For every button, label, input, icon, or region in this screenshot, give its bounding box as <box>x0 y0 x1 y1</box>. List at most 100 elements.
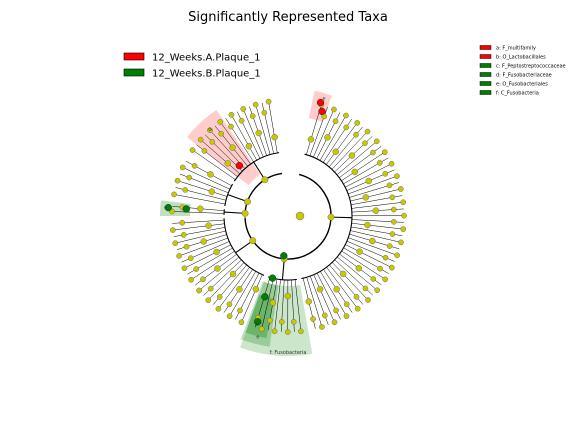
leaf-node <box>228 111 235 118</box>
phylum-left-upper-arc <box>224 183 234 207</box>
leaf-node <box>226 301 233 308</box>
leaf-node <box>278 319 285 325</box>
leaf-node <box>386 182 393 189</box>
inner-node <box>316 286 324 293</box>
phylum-left-upper-spoke <box>227 194 248 203</box>
clade-label: d <box>254 321 259 328</box>
clade-label: a <box>322 95 327 102</box>
leaf-node <box>174 177 181 184</box>
leaf-branch <box>177 180 228 197</box>
leaf-branch <box>336 141 377 175</box>
leaf-node <box>389 264 395 271</box>
leaf-node <box>332 118 339 125</box>
leaf-node <box>181 265 188 272</box>
leaf-node <box>333 307 339 314</box>
inner-node <box>269 299 277 306</box>
biomarker-node-c <box>182 205 190 213</box>
leaf-branch <box>313 274 335 323</box>
biomarker-node-d <box>261 293 269 301</box>
leaf-node <box>388 160 395 167</box>
biomarker-node-f <box>280 252 288 260</box>
biomarker-swatch-d <box>479 72 492 77</box>
inner-node <box>355 265 363 272</box>
leaf-branch <box>184 244 231 269</box>
leaf-branch <box>350 230 402 243</box>
inner-node <box>351 168 358 176</box>
leaf-node <box>188 276 194 283</box>
leaf-branch <box>294 279 302 332</box>
leaf-branch <box>261 278 274 330</box>
leaf-node <box>183 243 190 250</box>
phylum-node <box>241 209 249 217</box>
biomarker-node-b <box>235 161 244 170</box>
leaf-node <box>238 319 245 326</box>
leaf-node <box>389 194 396 201</box>
leaf-node <box>382 254 389 261</box>
inner-node <box>372 207 380 214</box>
inner-node <box>197 205 204 212</box>
inner-node <box>362 194 370 201</box>
leaf-node <box>182 187 189 193</box>
biomarker-label-a: a: F_multifamily <box>496 46 536 52</box>
phylum-right-arc <box>301 153 353 280</box>
leaf-node <box>284 329 291 335</box>
group-legend: 12_Weeks.A.Plaque_1 12_Weeks.B.Plaque_1 <box>123 53 261 80</box>
leaf-branch <box>218 267 250 309</box>
leaf-node <box>398 186 404 192</box>
leaf-node <box>389 231 396 237</box>
legend-label-group-b: 12_Weeks.B.Plaque_1 <box>152 69 261 80</box>
leaf-node <box>200 276 206 283</box>
inner-node <box>348 152 356 159</box>
leaf-node <box>216 294 223 300</box>
clade-labels-layer: a b c de f: Fusobacteria <box>162 95 326 356</box>
phylum-left-small-spoke <box>224 211 246 214</box>
phylum-fuso-spoke <box>281 258 285 280</box>
leaf-branch <box>255 104 271 155</box>
leaf-branch <box>331 131 368 170</box>
leaf-node <box>382 276 388 283</box>
leaf-node <box>310 316 316 322</box>
inner-node <box>200 238 207 245</box>
leaf-node <box>191 163 198 169</box>
leaf-node <box>331 106 337 113</box>
leaf-node <box>391 206 397 213</box>
leaf-node <box>205 297 212 304</box>
inner-node <box>214 265 221 272</box>
leaf-node <box>249 113 256 119</box>
leaf-node <box>180 232 187 238</box>
biomarker-label-f: f: C_Fusobacteria <box>496 91 539 97</box>
leaf-node <box>271 328 278 335</box>
legend-label-group-a: 12_Weeks.A.Plaque_1 <box>152 53 261 64</box>
leaf-branch <box>208 262 245 301</box>
inner-node <box>207 171 214 178</box>
biomarker-label-b: b: O_Lactobacillales <box>496 55 546 61</box>
inner-node <box>229 144 236 151</box>
leaf-node <box>218 130 225 137</box>
inner-node <box>229 270 237 278</box>
biomarker-node-a-leaf <box>316 98 325 107</box>
biomarker-label-d: d: F_Fusobacteriaceae <box>496 73 552 79</box>
leaf-node <box>382 171 389 177</box>
leaf-branch <box>172 211 225 214</box>
leaf-node <box>215 306 222 312</box>
leaf-node <box>258 326 265 332</box>
biomarker-swatch-e <box>479 81 492 86</box>
inner-node <box>369 237 376 245</box>
leaf-node <box>290 319 297 325</box>
inner-node <box>208 188 216 195</box>
leaf-branch <box>351 201 404 209</box>
leaf-branch <box>190 250 235 280</box>
leaf-node <box>319 324 325 330</box>
leaf-branch <box>268 101 278 153</box>
leaf-node <box>354 305 361 312</box>
leaf-branch <box>331 262 369 301</box>
inner-node <box>333 286 340 293</box>
leaf-branch <box>241 274 263 323</box>
leaf-node <box>228 123 234 130</box>
leaf-node <box>207 127 213 134</box>
root-arc <box>244 173 332 260</box>
leaf-node <box>370 276 377 282</box>
inner-node <box>356 248 363 255</box>
leaf-branch <box>172 223 225 231</box>
inner-node <box>284 292 292 300</box>
